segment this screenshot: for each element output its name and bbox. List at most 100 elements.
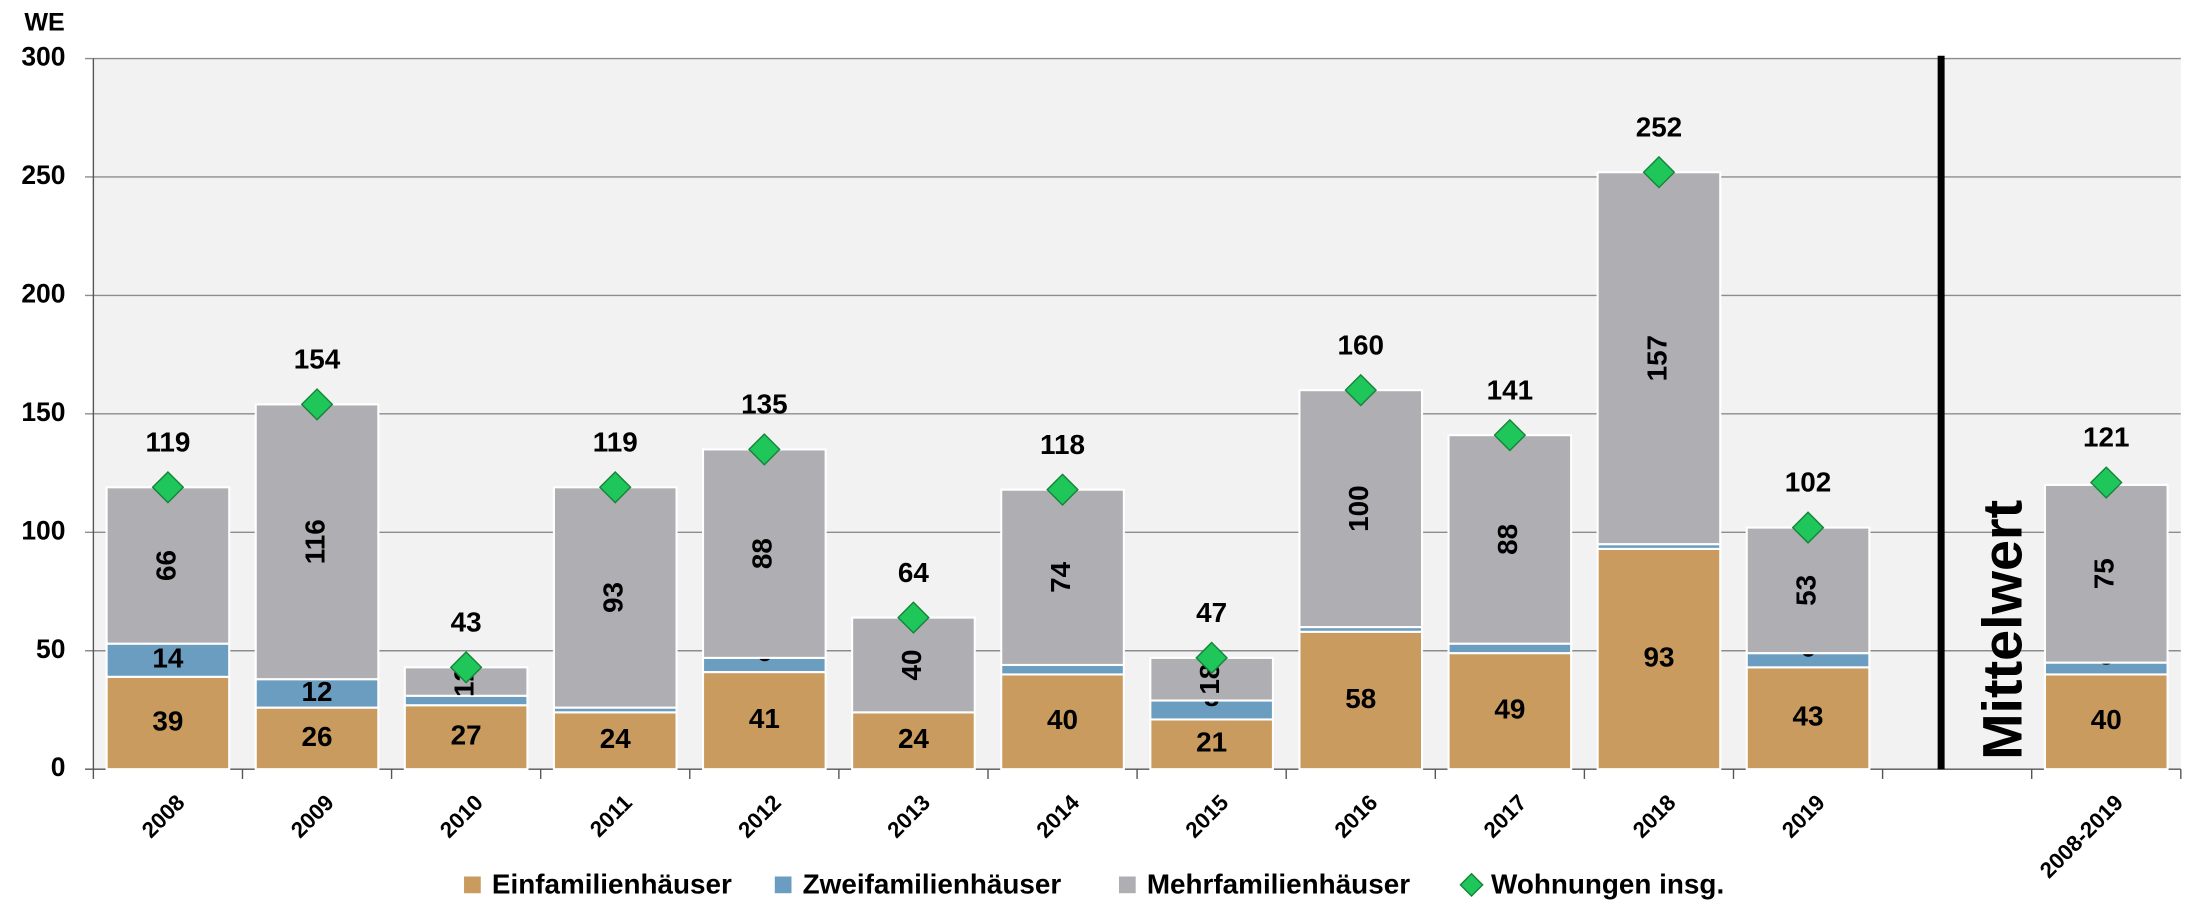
bar-segment xyxy=(701,448,827,659)
diamond-marker xyxy=(1791,511,1825,544)
legend-label: Zweifamilienhäuser xyxy=(803,869,1062,900)
total-label: 102 xyxy=(1785,467,1831,498)
x-tick-label: 2008-2019 xyxy=(2035,790,2128,883)
x-tick-label: 2009 xyxy=(286,790,339,843)
data-label: 26 xyxy=(302,721,333,752)
data-label: 66 xyxy=(150,550,181,581)
data-label: 88 xyxy=(1492,524,1523,555)
bar-segment xyxy=(552,711,678,771)
data-label: 39 xyxy=(152,705,183,736)
total-label: 43 xyxy=(451,606,482,637)
data-label: 75 xyxy=(2089,558,2120,589)
bar-segment xyxy=(1745,666,1871,771)
x-tick-label: 2012 xyxy=(733,790,786,843)
bar-segment xyxy=(254,678,380,709)
total-label: 119 xyxy=(145,426,190,457)
legend-swatch xyxy=(774,876,792,894)
x-tick-label: 2016 xyxy=(1330,790,1383,843)
total-label: 252 xyxy=(1636,111,1682,142)
diamond-marker xyxy=(449,651,483,684)
data-label: 43 xyxy=(1793,701,1824,732)
bar-segment xyxy=(1745,526,1871,655)
bar-segment xyxy=(1596,171,1722,546)
data-label: 116 xyxy=(299,519,330,564)
data-label: 41 xyxy=(749,703,780,734)
y-tick-label: 0 xyxy=(51,752,66,782)
bar-segment xyxy=(254,706,380,771)
total-label: 135 xyxy=(741,389,787,420)
diamond-marker xyxy=(1493,418,1527,452)
annotation: Mittelwert xyxy=(1971,500,2033,760)
diamond-marker xyxy=(2089,466,2123,499)
data-label: 53 xyxy=(1790,575,1821,606)
bar-segment xyxy=(105,642,231,678)
y-tick-label: 200 xyxy=(21,278,65,308)
bar-segment xyxy=(1447,434,1573,645)
x-tick-label: 2013 xyxy=(882,790,935,843)
diamond-marker xyxy=(1046,473,1079,506)
legend-swatch xyxy=(1118,876,1136,894)
bar-segment xyxy=(1596,547,1722,771)
total-label: 64 xyxy=(898,557,929,588)
data-label: 157 xyxy=(1641,335,1672,381)
bar-segment xyxy=(1298,630,1424,771)
diamond-marker xyxy=(300,388,334,421)
total-label: 47 xyxy=(1196,597,1227,628)
y-axis-label: WE xyxy=(24,8,64,36)
data-label: 88 xyxy=(747,538,778,569)
bar-segment xyxy=(105,486,231,645)
bar-segment xyxy=(1000,488,1125,667)
diamond-marker xyxy=(1344,373,1378,407)
data-label: 21 xyxy=(1196,727,1227,758)
data-label: 74 xyxy=(1045,561,1076,592)
data-label: 93 xyxy=(1643,641,1674,672)
bar-segment xyxy=(701,671,827,771)
data-label: 93 xyxy=(598,582,629,613)
total-label: 154 xyxy=(294,344,341,375)
bar-segment xyxy=(403,704,529,771)
y-tick-label: 50 xyxy=(36,634,65,664)
data-label: 40 xyxy=(1047,704,1078,735)
y-tick-label: 300 xyxy=(21,42,65,72)
diamond-marker xyxy=(598,470,632,504)
bar-segment xyxy=(2043,483,2169,664)
total-label: 119 xyxy=(593,426,638,457)
bar-segment xyxy=(2043,673,2169,771)
x-tick-label: 2008 xyxy=(137,790,190,843)
x-tick-label: 2017 xyxy=(1479,790,1532,843)
total-label: 118 xyxy=(1040,429,1085,460)
legend-swatch xyxy=(1459,872,1484,897)
y-tick-label: 100 xyxy=(21,515,65,545)
data-label: 58 xyxy=(1345,683,1376,714)
legend-label: Mehrfamilienhäuser xyxy=(1147,869,1410,900)
data-label: 12 xyxy=(302,676,333,707)
bar-segment xyxy=(851,711,976,771)
y-tick-label: 150 xyxy=(21,397,65,427)
data-label: 24 xyxy=(600,723,631,754)
x-tick-label: 2011 xyxy=(585,790,637,842)
legend-label: Wohnungen insg. xyxy=(1491,869,1724,900)
diamond-marker xyxy=(748,433,781,466)
total-label: 160 xyxy=(1338,329,1384,360)
diamond-marker xyxy=(1642,155,1676,189)
data-label: 27 xyxy=(451,720,482,751)
x-tick-label: 2015 xyxy=(1181,790,1234,843)
bar-segment xyxy=(105,675,231,771)
legend-swatch xyxy=(464,876,481,894)
data-label: 40 xyxy=(896,649,927,680)
x-tick-label: 2014 xyxy=(1031,789,1084,842)
bar-segment xyxy=(552,486,678,709)
total-label: 121 xyxy=(2083,422,2129,453)
diamond-marker xyxy=(1195,641,1228,675)
legend-label: Einfamilienhäuser xyxy=(492,869,732,900)
data-label: 14 xyxy=(152,643,183,674)
total-label: 141 xyxy=(1487,374,1533,405)
x-tick-label: 2018 xyxy=(1628,790,1681,843)
x-tick-label: 2010 xyxy=(435,790,488,843)
data-label: 49 xyxy=(1494,694,1525,725)
x-tick-label: 2019 xyxy=(1777,790,1830,843)
bar-segment xyxy=(254,403,380,681)
data-label: 24 xyxy=(898,723,929,754)
data-label: 40 xyxy=(2091,704,2122,735)
